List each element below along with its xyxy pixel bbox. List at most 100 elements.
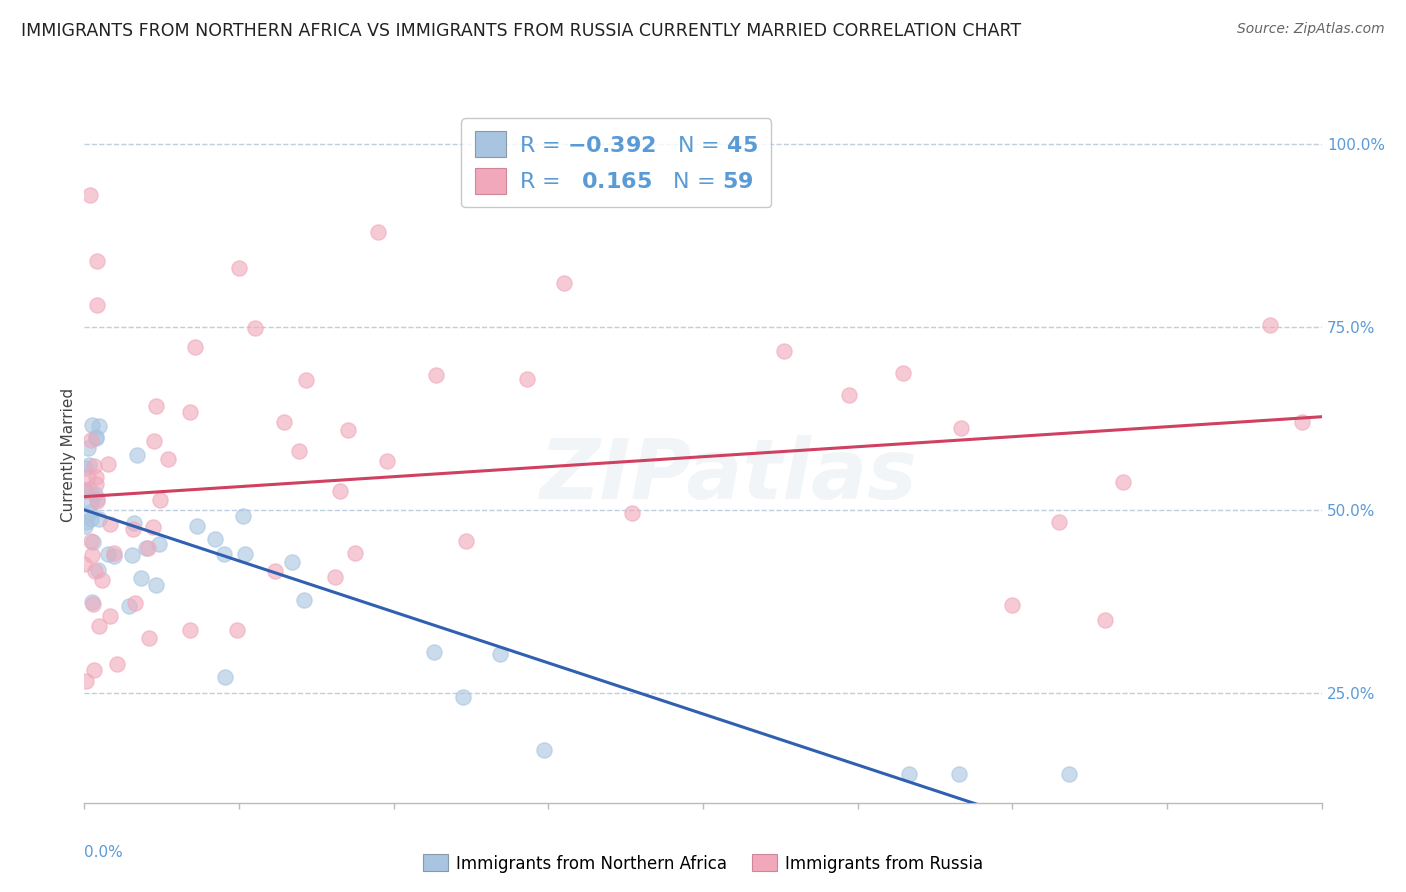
Point bbox=[103, 549, 125, 563]
Point bbox=[125, 448, 148, 462]
Point bbox=[214, 670, 236, 684]
Point bbox=[263, 564, 285, 578]
Point bbox=[948, 766, 970, 780]
Point bbox=[292, 592, 315, 607]
Point bbox=[118, 599, 141, 613]
Point bbox=[89, 419, 111, 434]
Point bbox=[179, 624, 201, 638]
Legend: R = $\bf{-0.392}$   N = $\bf{45}$, R =   $\bf{0.165}$   N = $\bf{59}$: R = $\bf{-0.392}$ N = $\bf{45}$, R = $\b… bbox=[461, 118, 772, 207]
Point bbox=[98, 609, 121, 624]
Point bbox=[344, 546, 367, 560]
Point bbox=[489, 647, 512, 661]
Point bbox=[1047, 516, 1070, 530]
Point bbox=[891, 367, 914, 381]
Point bbox=[204, 532, 226, 546]
Point bbox=[83, 564, 105, 578]
Point bbox=[77, 469, 100, 483]
Point bbox=[97, 547, 120, 561]
Point bbox=[80, 417, 103, 432]
Point bbox=[454, 533, 477, 548]
Point bbox=[75, 515, 97, 529]
Point bbox=[375, 453, 398, 467]
Text: 0.0%: 0.0% bbox=[84, 845, 124, 860]
Point bbox=[423, 645, 446, 659]
Point bbox=[245, 321, 267, 335]
Point bbox=[103, 546, 125, 560]
Point bbox=[179, 405, 201, 419]
Point bbox=[122, 516, 145, 530]
Point bbox=[97, 457, 120, 471]
Point bbox=[80, 434, 103, 448]
Point bbox=[124, 596, 146, 610]
Point bbox=[87, 563, 110, 577]
Point bbox=[367, 225, 389, 239]
Point bbox=[184, 340, 207, 354]
Point bbox=[75, 484, 97, 499]
Point bbox=[425, 368, 447, 382]
Point bbox=[156, 452, 179, 467]
Point bbox=[86, 253, 108, 268]
Point bbox=[949, 421, 972, 435]
Point bbox=[1260, 318, 1282, 332]
Point bbox=[77, 458, 100, 472]
Point bbox=[323, 570, 346, 584]
Point bbox=[1094, 613, 1116, 627]
Point bbox=[129, 571, 152, 585]
Point bbox=[80, 496, 103, 510]
Point bbox=[80, 548, 103, 562]
Point bbox=[1057, 766, 1080, 780]
Point bbox=[273, 415, 295, 429]
Point bbox=[228, 261, 250, 276]
Point bbox=[294, 373, 316, 387]
Text: Source: ZipAtlas.com: Source: ZipAtlas.com bbox=[1237, 22, 1385, 37]
Point bbox=[1112, 475, 1135, 489]
Point bbox=[80, 533, 103, 548]
Point bbox=[79, 505, 101, 519]
Point bbox=[329, 483, 352, 498]
Point bbox=[337, 424, 360, 438]
Point bbox=[225, 624, 247, 638]
Point bbox=[82, 597, 104, 611]
Point bbox=[75, 461, 97, 475]
Point bbox=[145, 578, 167, 592]
Legend: Immigrants from Northern Africa, Immigrants from Russia: Immigrants from Northern Africa, Immigra… bbox=[416, 847, 990, 880]
Point bbox=[86, 491, 108, 506]
Point bbox=[77, 482, 100, 496]
Point bbox=[87, 511, 110, 525]
Point bbox=[451, 690, 474, 704]
Point bbox=[135, 541, 157, 555]
Point bbox=[105, 657, 128, 671]
Text: ZIPatlas: ZIPatlas bbox=[538, 435, 917, 516]
Point bbox=[1001, 598, 1024, 612]
Point bbox=[86, 298, 108, 312]
Point bbox=[233, 547, 256, 561]
Point bbox=[82, 534, 104, 549]
Point bbox=[73, 519, 96, 533]
Point bbox=[75, 483, 97, 497]
Point bbox=[121, 548, 143, 562]
Point bbox=[90, 574, 112, 588]
Point bbox=[186, 519, 208, 533]
Point bbox=[73, 557, 96, 571]
Point bbox=[84, 431, 107, 445]
Point bbox=[773, 343, 796, 358]
Point bbox=[98, 517, 121, 532]
Point bbox=[149, 493, 172, 508]
Point bbox=[232, 509, 254, 524]
Point bbox=[142, 519, 165, 533]
Point bbox=[288, 443, 311, 458]
Point bbox=[84, 470, 107, 484]
Point bbox=[83, 458, 105, 473]
Point bbox=[75, 674, 97, 689]
Point bbox=[87, 619, 110, 633]
Point bbox=[121, 522, 143, 536]
Point bbox=[79, 188, 101, 202]
Point bbox=[84, 476, 107, 491]
Point bbox=[136, 541, 159, 556]
Point bbox=[516, 372, 538, 386]
Point bbox=[898, 766, 921, 780]
Point bbox=[148, 537, 170, 551]
Point bbox=[143, 434, 166, 449]
Point bbox=[86, 493, 108, 508]
Point bbox=[86, 429, 108, 443]
